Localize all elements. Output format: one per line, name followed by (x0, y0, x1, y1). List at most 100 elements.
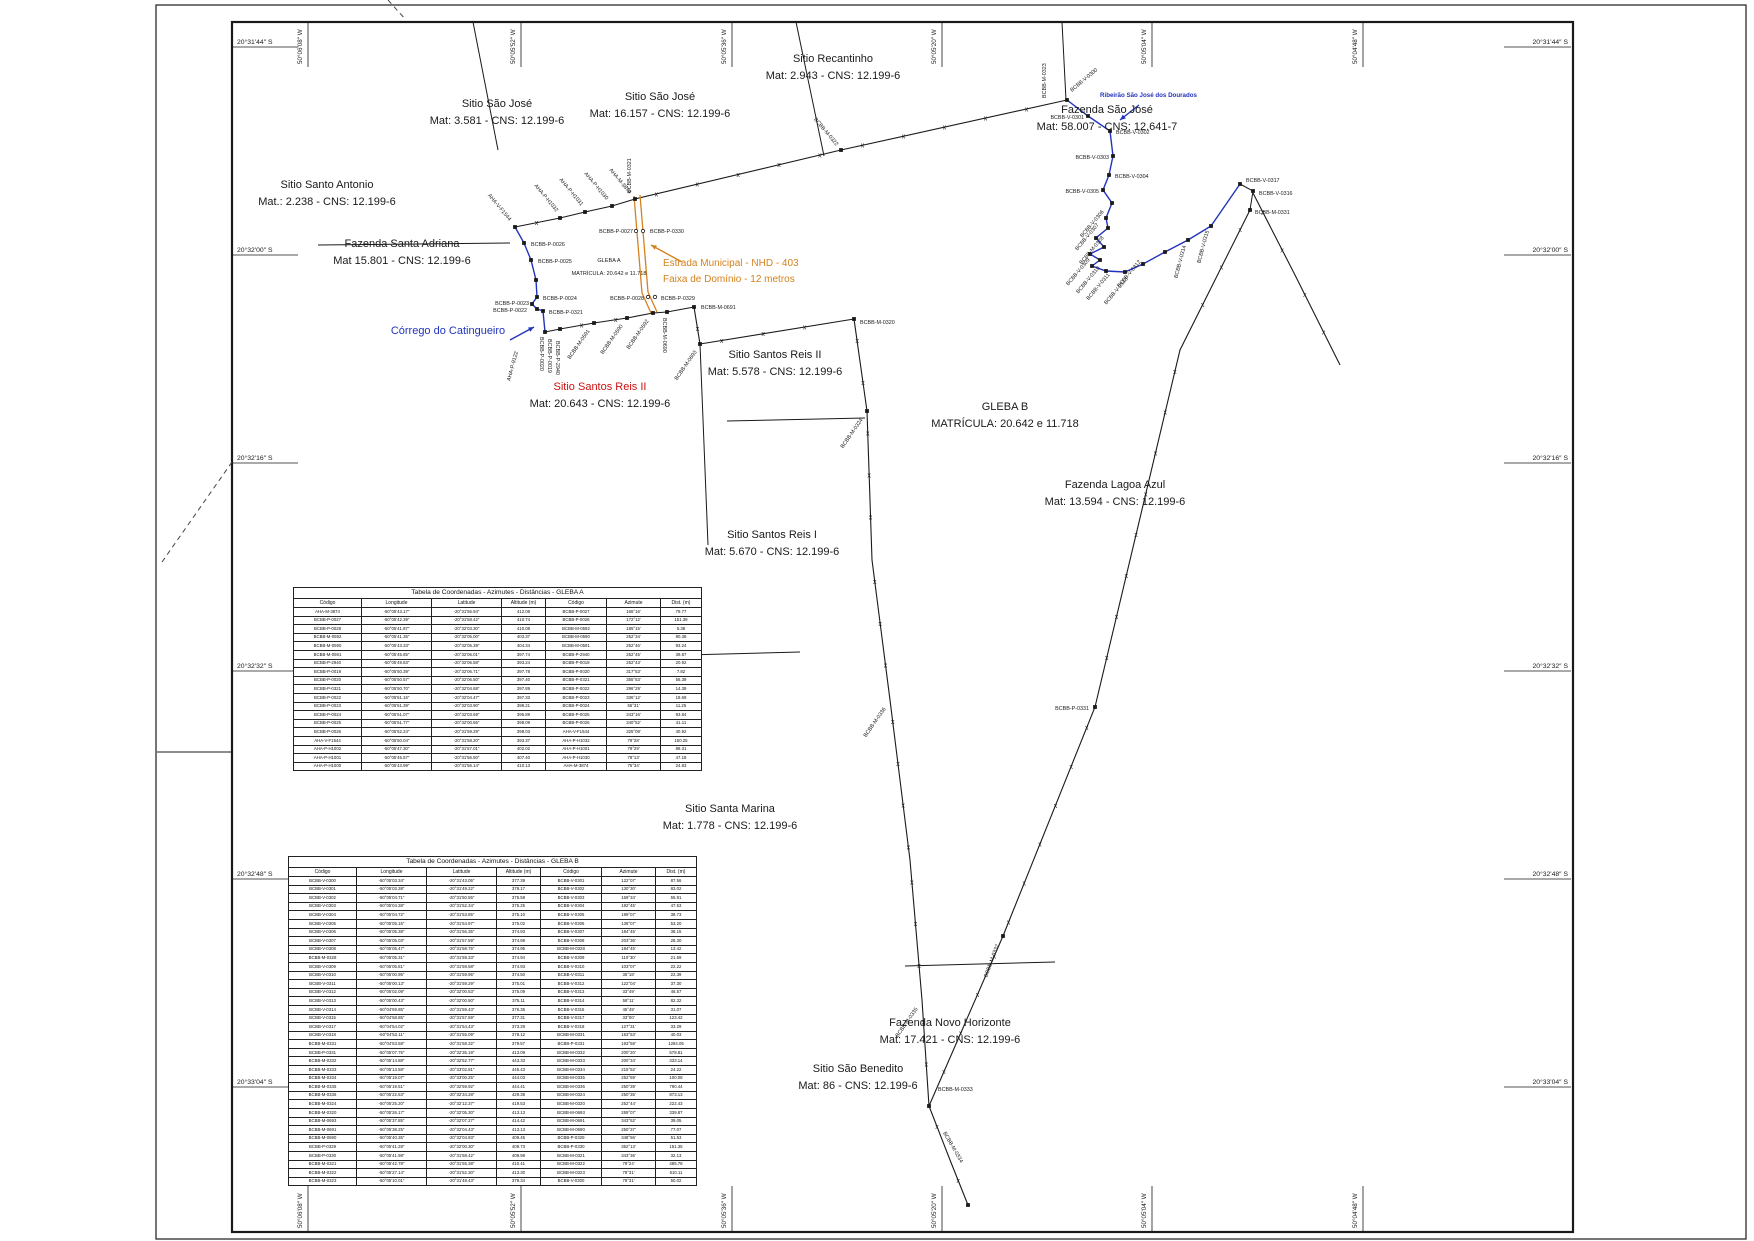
table-row: BCBB-P-0024 -50°05'51.07″ -20°32'03.69″ 395… (293, 710, 702, 720)
table-cell: BCBB-V-0312 (288, 987, 357, 998)
table-cell: -50°05'26.17″ (356, 1108, 427, 1118)
boundary-x-mark: x (614, 317, 618, 324)
table-cell: -50°05'40.35″ (356, 1133, 427, 1144)
table-cell: 165°16' (606, 607, 661, 617)
table-row: BCBB-M-0320 -50°05'26.17″ -20°32'05.30″ 413… (288, 1108, 697, 1118)
survey-point (543, 330, 547, 334)
survey-point (530, 302, 534, 306)
table-cell: -50°05'50.70″ (361, 684, 432, 694)
boundary-x-mark: x (869, 514, 873, 521)
latitude-label-left: 20°33'04″ S (237, 1078, 273, 1086)
table-cell: BCBB-M-0693 (540, 1108, 602, 1118)
table-cell: 413.09 (496, 1047, 541, 1058)
point-code-label: BCBB-V-0300 (1069, 67, 1099, 93)
table-row: BCBB-V-0301 -50°05'03.38″ -20°31'49.22″ 378… (288, 884, 697, 895)
table-cell: 445.43 (496, 1065, 541, 1075)
table-cell: 343°16' (606, 710, 661, 720)
table-cell: 45°49' (601, 1004, 656, 1015)
table-cell: 37.30 (655, 979, 697, 989)
table-cell: 80.38 (660, 632, 702, 643)
table-cell: 51.53 (655, 1133, 697, 1144)
table-cell: 250°39' (601, 1082, 656, 1092)
survey-point (522, 241, 526, 245)
parcel-name: GLEBA A (597, 258, 621, 264)
boundary-lagoa-azul (1252, 192, 1341, 366)
boundary-x-mark: x (917, 963, 921, 970)
table-cell: -20°31'58.75″ (426, 944, 497, 955)
table-cell: 444.41 (496, 1082, 541, 1092)
table-cell: -50°05'00.43″ (356, 996, 427, 1006)
road-point (633, 228, 639, 234)
table-cell: 374.95 (496, 944, 541, 955)
table-cell: -20°32'00.53″ (426, 987, 497, 998)
point-code-label: BCBB-P-0330 (650, 229, 684, 235)
table-cell: 172°12' (606, 615, 661, 626)
boundary-x-mark: x (1154, 451, 1158, 458)
boundary-x-mark: x (959, 1031, 963, 1038)
table-cell: 200°20' (601, 1047, 656, 1058)
table-cell: BCBB-V-0307 (540, 927, 602, 938)
feature-label: Estrada Municipal - NHD - 403 (663, 258, 799, 269)
table-cell: BCBB-M-0691 (540, 1116, 602, 1127)
point-code-label: BCBB-M-0590 (600, 324, 625, 356)
point-code-label: BCBB-P-0028 (610, 296, 644, 302)
table-cell: BCBB-P-0025 (293, 718, 362, 729)
boundary-x-mark: x (976, 992, 980, 999)
stub-m0334 (928, 1105, 969, 1206)
table-cell: BCBB-P-0330 (540, 1142, 602, 1152)
table-cell: BCBB-V-0304 (540, 901, 602, 912)
table-cell: BCBB-M-0591 (293, 649, 362, 660)
table-cell: 252°44' (601, 1099, 656, 1110)
table-cell: -20°32'06.71″ (431, 667, 502, 677)
annotation-arrow (650, 244, 683, 263)
table-cell: -20°31'58.32″ (426, 1039, 497, 1049)
table-cell: -20°31'49.22″ (426, 884, 497, 895)
longitude-label-bottom: 50°06'08″ W (296, 1193, 304, 1228)
table-row: BCBB-M-0693 -50°05'37.85″ -20°32'07.27″ 414… (288, 1116, 697, 1127)
table-cell: -20°33'02.81″ (426, 1065, 497, 1075)
table-cell: 215°52' (601, 1065, 656, 1075)
table-cell: BCBB-P-0028 (545, 615, 607, 626)
table-cell: 398.09 (501, 718, 546, 729)
table-cell: -20°32'00.30″ (426, 1142, 497, 1152)
table-row: BCBB-M-0331 -50°04'53.58″ -20°31'58.32″ 379… (288, 1039, 697, 1049)
table-cell: -20°32'03.90″ (431, 701, 502, 712)
table-row: BCBB-M-0328 -50°05'05.31″ -20°31'59.33″ 374… (288, 953, 697, 963)
table-cell: BCBB-M-0320 (540, 1099, 602, 1110)
parcel-matricula: Mat: 13.594 - CNS: 12.199-6 (1045, 496, 1186, 508)
longitude-label-top: 50°05'52″ W (509, 29, 517, 64)
longitude-label-bottom: 50°05'20″ W (930, 1193, 938, 1228)
survey-point (1090, 264, 1094, 268)
table-cell: 56.39 (660, 675, 702, 686)
table-cell: 151.35 (655, 1142, 697, 1152)
table-cell: BCBB-V-0302 (540, 884, 602, 895)
table-cell: AHA-P-H1000 (293, 761, 362, 772)
table-cell: 53.20 (655, 918, 697, 929)
table-cell: BCBB-P-0331 (540, 1039, 602, 1049)
table-cell: -20°31'58.20″ (431, 735, 502, 746)
dashed-left-margin (161, 461, 233, 563)
survey-point (665, 310, 669, 314)
table-cell: 22.22 (655, 961, 697, 972)
table-cell: -50°05'04.71″ (356, 893, 427, 903)
table-header: Código (545, 598, 607, 608)
latitude-label-right: 20°32'16″ S (1532, 454, 1568, 462)
table-cell: 78°13' (606, 753, 661, 763)
table-cell: -20°32'04.93″ (426, 1133, 497, 1144)
table-cell: BCBB-P-0321 (293, 684, 362, 694)
survey-point (966, 1203, 970, 1207)
boundary-x-mark: x (1322, 330, 1326, 337)
point-code-label: BCBB-V-0315 (1196, 230, 1210, 264)
annotation-arrowhead (528, 327, 534, 332)
point-code-label: BCBB-V-0302 (1116, 130, 1150, 136)
point-code-label: AHA-P-9122 (506, 351, 520, 382)
table-cell: 93.84 (660, 710, 702, 720)
table-cell: -20°31'59.58″ (426, 961, 497, 972)
boundary-x-mark: x (1069, 764, 1073, 771)
latitude-label-left: 20°32'48″ S (237, 870, 273, 878)
table-cell: 250°35' (601, 1090, 656, 1101)
table-cell: BCBB-M-0332 (540, 1047, 602, 1058)
table-row: BCBB-M-0334 -50°05'19.07″ -20°33'00.25″ 444… (288, 1073, 697, 1084)
table-cell: 13.42 (655, 944, 697, 955)
survey-point (625, 316, 629, 320)
